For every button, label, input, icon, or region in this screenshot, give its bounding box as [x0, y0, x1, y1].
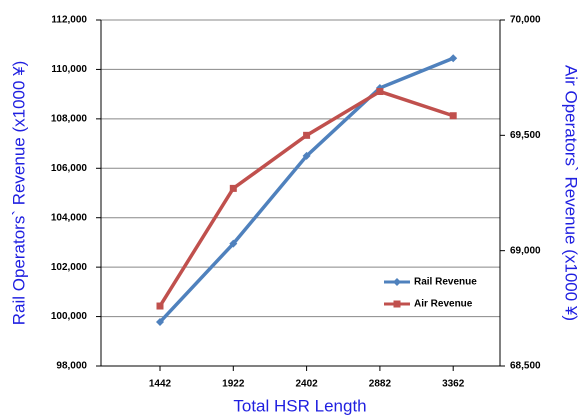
y2-tick-label: 68,500: [510, 361, 541, 372]
x-tick-label: 2882: [369, 379, 392, 390]
x-tick-label: 2402: [295, 379, 318, 390]
y2-tick-label: 69,000: [510, 245, 541, 256]
legend-label: Rail Revenue: [414, 277, 477, 288]
y-tick-label: 112,000: [51, 15, 87, 26]
y-tick-label: 104,000: [51, 212, 88, 223]
x-tick-label: 1922: [222, 379, 245, 390]
legend-label: Air Revenue: [414, 299, 473, 310]
y-tick-label: 110,000: [51, 64, 87, 75]
y2-tick-label: 70,000: [510, 15, 541, 26]
y2-axis-title: Air Operators` Revenue (x1000 ¥): [562, 65, 581, 321]
x-tick-label: 3362: [442, 379, 465, 390]
marker: [449, 112, 457, 120]
y-tick-label: 102,000: [51, 262, 88, 273]
legend-marker: [393, 278, 401, 286]
x-tick-label: 1442: [149, 379, 172, 390]
y-tick-label: 98,000: [56, 361, 87, 372]
marker: [229, 239, 238, 248]
y-tick-label: 100,000: [51, 311, 88, 322]
marker: [156, 318, 164, 327]
marker: [156, 302, 164, 310]
marker: [302, 151, 311, 160]
y-tick-label: 106,000: [51, 163, 88, 174]
marker: [303, 131, 311, 139]
y2-tick-label: 69,500: [510, 130, 541, 141]
marker: [376, 88, 384, 96]
marker: [449, 54, 458, 63]
x-axis-title: Total HSR Length: [233, 396, 366, 415]
marker: [229, 184, 237, 192]
y-axis-title: Rail Operators` Revenue (x1000 ¥): [9, 61, 28, 326]
legend-marker: [393, 300, 401, 308]
y-tick-label: 108,000: [51, 113, 88, 124]
